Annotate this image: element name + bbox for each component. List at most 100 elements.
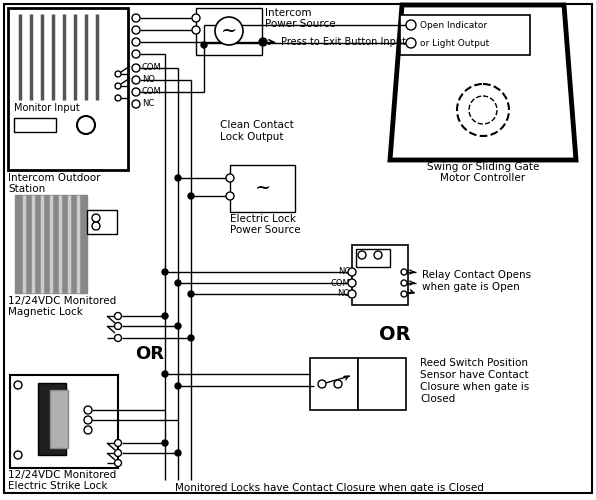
Circle shape: [401, 269, 407, 275]
Text: Power Source: Power Source: [265, 19, 336, 29]
Circle shape: [175, 323, 181, 329]
Text: ~: ~: [255, 179, 271, 197]
Circle shape: [77, 116, 95, 134]
Circle shape: [192, 26, 200, 34]
Circle shape: [84, 416, 92, 424]
Bar: [14, 118, 56, 132]
Circle shape: [132, 100, 140, 108]
Text: Monitored Locks have Contact Closure when gate is Closed: Monitored Locks have Contact Closure whe…: [175, 483, 484, 493]
Text: 12/24VDC Monitored: 12/24VDC Monitored: [8, 470, 116, 480]
Circle shape: [162, 440, 168, 446]
Text: Reed Switch Position: Reed Switch Position: [420, 358, 528, 368]
Text: ~: ~: [221, 22, 237, 40]
Text: Press to Exit Button Input: Press to Exit Button Input: [281, 37, 406, 47]
Circle shape: [175, 175, 181, 181]
Circle shape: [162, 269, 168, 275]
Circle shape: [192, 14, 200, 22]
Circle shape: [162, 371, 168, 377]
Bar: [15, 195, 87, 293]
Text: Closure when gate is: Closure when gate is: [420, 382, 529, 392]
Text: OR: OR: [379, 325, 411, 344]
Circle shape: [92, 222, 100, 230]
Text: Magnetic Lock: Magnetic Lock: [8, 307, 83, 317]
Circle shape: [201, 42, 207, 48]
Text: Monitor Input: Monitor Input: [14, 103, 80, 113]
Text: NC: NC: [142, 100, 154, 108]
Bar: [310, 358, 358, 410]
Text: OR: OR: [135, 345, 164, 363]
Text: Closed: Closed: [420, 394, 455, 404]
Circle shape: [132, 50, 140, 58]
Text: when gate is Open: when gate is Open: [422, 282, 520, 292]
Circle shape: [406, 38, 416, 48]
Circle shape: [318, 380, 326, 388]
Circle shape: [175, 383, 181, 389]
Circle shape: [92, 214, 100, 222]
Circle shape: [84, 406, 92, 414]
Circle shape: [132, 64, 140, 72]
Text: NO: NO: [337, 290, 350, 298]
Circle shape: [14, 381, 22, 389]
Text: Intercom Outdoor: Intercom Outdoor: [8, 173, 101, 183]
Circle shape: [215, 17, 243, 45]
Circle shape: [188, 335, 194, 341]
Text: Swing or Sliding Gate: Swing or Sliding Gate: [427, 162, 539, 172]
Circle shape: [175, 450, 181, 456]
Text: ~: ~: [221, 0, 237, 6]
Circle shape: [401, 291, 407, 297]
Text: Relay Contact Opens: Relay Contact Opens: [422, 270, 531, 280]
Circle shape: [114, 450, 122, 456]
Circle shape: [469, 96, 497, 124]
Bar: [358, 358, 406, 410]
Circle shape: [348, 290, 356, 298]
Circle shape: [114, 322, 122, 330]
Circle shape: [401, 280, 407, 286]
Circle shape: [114, 440, 122, 446]
Circle shape: [14, 451, 22, 459]
Bar: [38, 383, 66, 455]
Circle shape: [406, 20, 416, 30]
Circle shape: [374, 251, 382, 259]
Bar: [50, 390, 68, 448]
Polygon shape: [390, 5, 576, 160]
Bar: [356, 249, 390, 267]
Circle shape: [348, 279, 356, 287]
Circle shape: [188, 193, 194, 199]
Circle shape: [132, 38, 140, 46]
Text: Sensor have Contact: Sensor have Contact: [420, 370, 529, 380]
Circle shape: [162, 313, 168, 319]
Circle shape: [114, 460, 122, 466]
Text: 12/24VDC Monitored: 12/24VDC Monitored: [8, 296, 116, 306]
Text: Station: Station: [8, 184, 45, 194]
Text: Power Source: Power Source: [230, 225, 300, 235]
Text: Clean Contact: Clean Contact: [220, 120, 294, 130]
Bar: [8, 8, 128, 170]
Circle shape: [84, 426, 92, 434]
Circle shape: [358, 251, 366, 259]
Circle shape: [115, 71, 121, 77]
Circle shape: [226, 174, 234, 182]
Circle shape: [114, 312, 122, 320]
Bar: [196, 8, 262, 55]
Text: or Light Output: or Light Output: [420, 38, 489, 48]
Circle shape: [115, 95, 121, 101]
Text: NO: NO: [142, 76, 155, 84]
Circle shape: [457, 84, 509, 136]
Text: Electric Strike Lock: Electric Strike Lock: [8, 481, 107, 491]
Bar: [230, 165, 295, 212]
Circle shape: [132, 26, 140, 34]
Bar: [10, 375, 118, 468]
Text: Open Indicator: Open Indicator: [420, 20, 487, 30]
Bar: [352, 245, 408, 305]
Text: Electric Lock: Electric Lock: [230, 214, 296, 224]
Circle shape: [260, 39, 266, 45]
Circle shape: [132, 76, 140, 84]
Circle shape: [226, 192, 234, 200]
Bar: [87, 210, 117, 234]
Circle shape: [259, 38, 267, 46]
Circle shape: [334, 380, 342, 388]
Circle shape: [114, 334, 122, 342]
Circle shape: [132, 14, 140, 22]
Circle shape: [188, 291, 194, 297]
Text: COM: COM: [142, 88, 162, 96]
